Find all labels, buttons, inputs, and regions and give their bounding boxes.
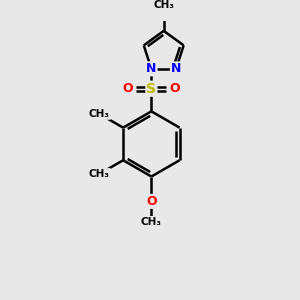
- Text: S: S: [146, 82, 156, 96]
- Text: N: N: [171, 62, 181, 75]
- Text: O: O: [146, 195, 157, 208]
- Text: CH₃: CH₃: [89, 169, 110, 179]
- Text: CH₃: CH₃: [153, 0, 174, 10]
- Text: O: O: [169, 82, 180, 95]
- Text: N: N: [146, 62, 157, 75]
- Text: O: O: [123, 82, 134, 95]
- Text: CH₃: CH₃: [141, 217, 162, 227]
- Text: CH₃: CH₃: [89, 109, 110, 119]
